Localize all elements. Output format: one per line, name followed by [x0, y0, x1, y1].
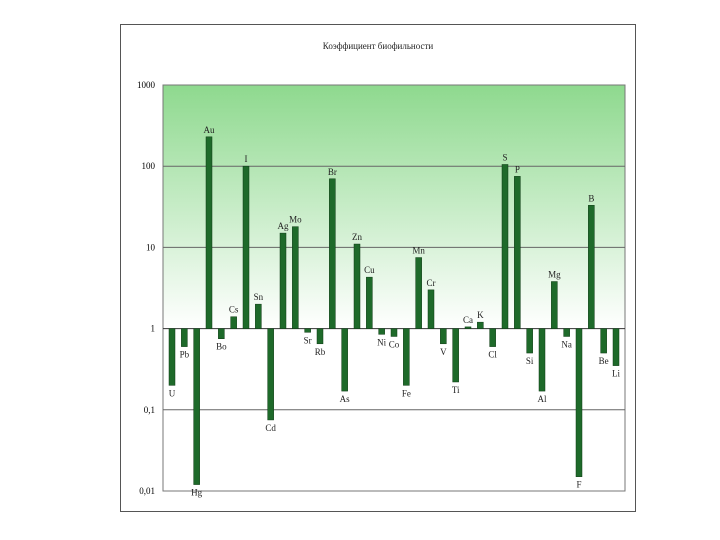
bar-label-As: As: [340, 394, 350, 404]
bar-label-Br: Br: [328, 167, 337, 177]
chart-frame: Коэффициент биофильности 1000 100 10 1 0,1 0,…: [120, 24, 636, 512]
bar-label-Ca: Ca: [463, 315, 473, 325]
bar-label-Na: Na: [561, 339, 572, 349]
y-tick-label-4: 0,1: [144, 405, 155, 415]
bar-label-Hg: Hg: [191, 488, 202, 498]
bar-Cr: [427, 289, 435, 329]
y-tick-label-0: 1000: [137, 80, 156, 90]
chart-title: Коэффициент биофильности: [323, 41, 434, 51]
bar-S: [501, 164, 509, 329]
positive-region: [163, 85, 625, 328]
bar-Co: [390, 328, 398, 337]
plot-area-border: [162, 84, 626, 492]
bar-label-Mg: Mg: [548, 270, 561, 280]
bar-Sr: [304, 328, 311, 333]
bar-Rb: [316, 328, 324, 345]
bar-Au: [205, 136, 213, 329]
bar-K: [477, 321, 484, 329]
bar-Mo: [292, 226, 299, 329]
bar-Pb: [181, 328, 188, 347]
bar-label-Au: Au: [204, 125, 215, 135]
bar-V: [440, 328, 447, 345]
bar-Ag: [279, 232, 287, 329]
bar-label-Li: Li: [612, 369, 620, 379]
bar-label-K: K: [477, 310, 484, 320]
y-tick-label-2: 10: [146, 242, 156, 252]
bar-Li: [612, 328, 620, 366]
bar-F: [575, 328, 583, 477]
bar-label-S: S: [502, 152, 507, 162]
bar-label-Rb: Rb: [315, 347, 326, 357]
bar-label-Ti: Ti: [452, 385, 460, 395]
bar-label-Mn: Mn: [412, 246, 425, 256]
bar-I: [242, 165, 250, 329]
bar-label-V: V: [440, 347, 447, 357]
bar-B: [588, 205, 595, 329]
bar-label-Cu: Cu: [364, 265, 375, 275]
bar-Na: [563, 328, 570, 337]
y-tick-label-1: 100: [142, 161, 156, 171]
bar-Cd: [267, 328, 274, 421]
bar-label-Mo: Mo: [289, 215, 302, 225]
bio-coefficient-chart: Коэффициент биофильности 1000 100 10 1 0,1 0,…: [137, 41, 626, 498]
bar-label-Si: Si: [526, 356, 534, 366]
bar-label-I: I: [245, 154, 248, 164]
bar-Mg: [551, 281, 558, 329]
bar-label-Bo: Bo: [216, 342, 227, 352]
bar-Be: [600, 328, 607, 354]
bar-Ni: [378, 328, 385, 335]
bar-Sn: [255, 303, 262, 329]
bar-Bo: [218, 328, 225, 339]
bar-P: [514, 176, 521, 329]
bar-Zn: [353, 243, 361, 329]
bar-label-Be: Be: [599, 356, 609, 366]
y-tick-label-5: 0,01: [139, 486, 155, 496]
bar-label-Co: Co: [389, 339, 400, 349]
bar-label-Sn: Sn: [254, 292, 264, 302]
bar-U: [168, 328, 176, 386]
bar-label-Pb: Pb: [180, 350, 190, 360]
bar-Ca: [464, 326, 472, 329]
bar-label-Cs: Cs: [229, 305, 239, 315]
bar-label-F: F: [576, 480, 581, 490]
bar-Cs: [230, 316, 237, 329]
bar-Cl: [489, 328, 496, 347]
bar-label-Fe: Fe: [402, 388, 411, 398]
bar-label-Ni: Ni: [377, 337, 386, 347]
bar-label-Cd: Cd: [265, 423, 276, 433]
bar-Al: [538, 328, 546, 392]
bar-Cu: [366, 276, 373, 329]
bar-As: [341, 328, 348, 392]
y-tick-label-3: 1: [151, 324, 156, 334]
bar-Mn: [415, 257, 422, 329]
bar-Fe: [403, 328, 410, 386]
bar-Br: [329, 178, 336, 329]
bar-label-P: P: [515, 164, 520, 174]
bar-label-Ag: Ag: [278, 221, 289, 231]
bar-label-Cr: Cr: [427, 278, 436, 288]
bar-label-Zn: Zn: [352, 232, 362, 242]
bar-label-Sr: Sr: [304, 335, 312, 345]
bar-Ti: [452, 328, 459, 383]
bar-label-Al: Al: [538, 394, 547, 404]
bar-Hg: [193, 328, 200, 485]
bar-label-B: B: [588, 193, 594, 203]
bar-label-Cl: Cl: [488, 350, 497, 360]
bar-Si: [526, 328, 533, 354]
bar-label-U: U: [169, 388, 176, 398]
